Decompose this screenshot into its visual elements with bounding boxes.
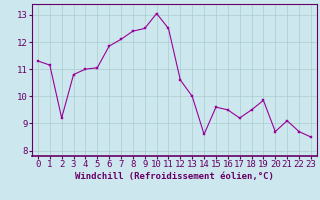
X-axis label: Windchill (Refroidissement éolien,°C): Windchill (Refroidissement éolien,°C) [75, 172, 274, 181]
